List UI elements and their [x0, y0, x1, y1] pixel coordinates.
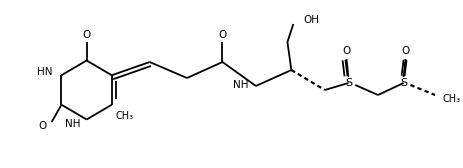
Text: NH: NH	[233, 80, 248, 90]
Text: HN: HN	[37, 67, 52, 77]
Text: OH: OH	[302, 15, 319, 25]
Text: O: O	[82, 30, 91, 39]
Text: O: O	[342, 46, 350, 56]
Text: S: S	[344, 78, 351, 88]
Text: CH₃: CH₃	[115, 111, 133, 121]
Text: O: O	[400, 46, 409, 56]
Text: O: O	[218, 30, 226, 39]
Text: NH: NH	[65, 119, 81, 129]
Text: S: S	[399, 78, 406, 88]
Text: CH₃: CH₃	[442, 94, 460, 104]
Text: O: O	[38, 121, 47, 131]
